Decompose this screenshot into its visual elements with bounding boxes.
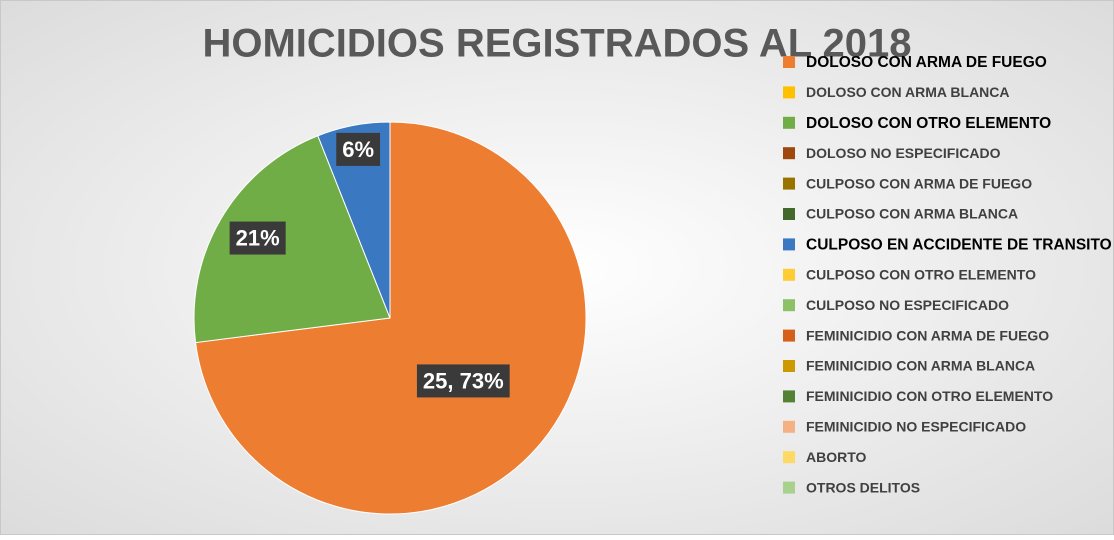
legend-swatch bbox=[783, 147, 795, 160]
legend-label: OTROS DELITOS bbox=[806, 479, 920, 495]
legend-label: FEMINICIDIO CON ARMA BLANCA bbox=[806, 358, 1035, 374]
legend-label: CULPOSO CON ARMA BLANCA bbox=[806, 206, 1018, 222]
legend-swatch bbox=[783, 329, 795, 342]
legend-label: DOLOSO CON ARMA BLANCA bbox=[806, 84, 1010, 100]
data-label: 21% bbox=[236, 226, 280, 251]
legend-label: DOLOSO CON ARMA DE FUEGO bbox=[806, 54, 1047, 71]
legend-label: FEMINICIDIO NO ESPECIFICADO bbox=[806, 419, 1026, 435]
legend-label: CULPOSO CON OTRO ELEMENTO bbox=[806, 267, 1036, 283]
legend-swatch bbox=[783, 390, 795, 403]
data-label-box bbox=[229, 221, 286, 255]
pie-slice bbox=[194, 121, 587, 515]
legend-swatch bbox=[783, 238, 795, 251]
legend-swatch bbox=[783, 116, 795, 129]
legend-swatch bbox=[783, 268, 795, 281]
legend-label: CULPOSO CON ARMA DE FUEGO bbox=[806, 175, 1032, 191]
legend-swatch bbox=[783, 208, 795, 220]
legend-swatch bbox=[783, 177, 795, 190]
legend-label: FEMINICIDIO CON ARMA DE FUEGO bbox=[806, 327, 1049, 343]
legend-swatch bbox=[783, 299, 795, 312]
data-label: 25, 73% bbox=[423, 368, 504, 393]
legend-swatch bbox=[783, 86, 795, 99]
pie-slice bbox=[317, 121, 391, 319]
pie-slice bbox=[193, 135, 391, 344]
legend-swatch bbox=[783, 420, 795, 433]
legend-swatch bbox=[783, 481, 795, 494]
legend-label: CULPOSO EN ACCIDENTE DE TRANSITO bbox=[806, 236, 1112, 253]
legend-label: DOLOSO NO ESPECIFICADO bbox=[806, 145, 1001, 161]
legend-label: CULPOSO NO ESPECIFICADO bbox=[806, 297, 1009, 313]
data-label-box bbox=[336, 132, 381, 166]
data-label: 6% bbox=[342, 137, 374, 162]
legend-swatch bbox=[783, 360, 795, 372]
legend-label: DOLOSO CON OTRO ELEMENTO bbox=[806, 115, 1051, 132]
data-label-box bbox=[416, 364, 510, 398]
legend-label: FEMINICIDIO CON OTRO ELEMENTO bbox=[806, 388, 1053, 404]
legend-swatch bbox=[783, 451, 795, 464]
legend-swatch bbox=[783, 56, 795, 68]
legend-label: ABORTO bbox=[806, 449, 867, 465]
